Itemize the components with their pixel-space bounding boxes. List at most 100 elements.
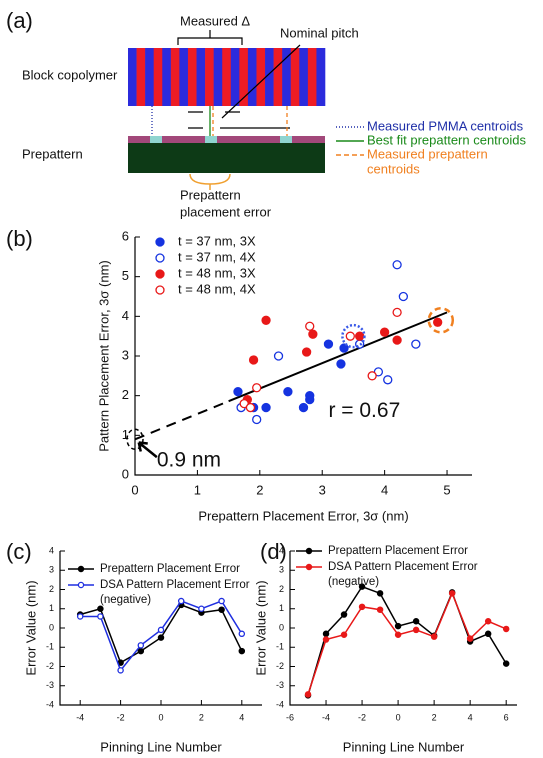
data-point [502, 625, 510, 633]
stripe [282, 48, 292, 106]
y-tick-label: 1 [122, 427, 129, 442]
x-tick-label: -2 [358, 712, 366, 722]
annotation: Prepattern [180, 187, 241, 202]
y-axis-label: Pattern Placement Error, 3σ (nm) [96, 260, 111, 452]
stripe [239, 48, 249, 106]
centroid-lines [151, 106, 288, 136]
y-tick-label: -2 [46, 661, 54, 671]
x-tick-label: 3 [319, 482, 326, 497]
x-tick-label: 0 [158, 712, 163, 722]
stripe [187, 48, 197, 106]
y-tick-label: 5 [122, 268, 129, 283]
stripe [290, 48, 300, 106]
legend-marker [155, 253, 165, 263]
data-point [97, 613, 104, 620]
y-tick-label: -4 [46, 699, 54, 709]
legend-marker [155, 285, 165, 295]
legend-label: Measured PMMA centroids [367, 118, 524, 133]
panel-label: (d) [260, 539, 287, 564]
x-tick-label: 0 [396, 712, 401, 722]
x-tick-label: -4 [76, 712, 84, 722]
legend-marker [305, 547, 313, 555]
block-copolymer [128, 48, 326, 106]
data-point [137, 647, 145, 655]
stripe [136, 48, 146, 106]
y-tick-label: 1 [49, 603, 54, 613]
legend-marker [77, 581, 85, 589]
layer-label: Block copolymer [22, 67, 118, 82]
data-point [379, 327, 390, 337]
data-point [383, 375, 393, 385]
stripe [213, 48, 223, 106]
panel-label: (b) [6, 226, 33, 251]
data-point [433, 317, 443, 327]
data-point [283, 387, 293, 397]
data-point [298, 402, 309, 413]
stripe [273, 48, 283, 106]
y-tick-label: -1 [46, 642, 54, 652]
stripe [162, 48, 172, 106]
data-point [394, 622, 402, 630]
substrate [128, 143, 325, 173]
stripe [145, 48, 154, 106]
data-point [412, 626, 420, 634]
prepattern-top [128, 136, 325, 143]
y-tick-label: -3 [276, 680, 284, 690]
legend-marker [305, 563, 313, 571]
y-tick-label: -1 [276, 642, 284, 652]
legend-label: t = 37 nm, 4X [178, 249, 256, 264]
y-tick-label: 4 [122, 308, 129, 323]
data-point [411, 339, 421, 349]
axis [289, 551, 517, 706]
y-axis-label: Error Value (nm) [253, 580, 268, 675]
pinning-stripe [150, 136, 162, 143]
y-tick-label: 4 [49, 545, 54, 555]
x-tick-label: 2 [256, 482, 263, 497]
data-point [336, 359, 346, 369]
legend-label: Best fit prepattern centroids [367, 132, 526, 147]
stripe [196, 48, 206, 106]
layer-label: Prepattern [22, 146, 83, 161]
annotation: placement error [180, 204, 272, 219]
data-point [117, 667, 124, 674]
legend-marker [155, 269, 165, 279]
y-tick-label: 0 [122, 466, 129, 481]
annotation: Nominal pitch [280, 25, 359, 40]
y-tick-label: 4 [279, 545, 284, 555]
y-tick-label: 1 [279, 603, 284, 613]
legend-label: Measured prepattern [367, 146, 488, 161]
data-point [238, 630, 246, 638]
bracket [189, 173, 231, 190]
y-tick-label: 3 [122, 347, 129, 362]
x-tick-label: 4 [381, 482, 388, 497]
data-point [248, 355, 259, 365]
stripe [179, 48, 189, 106]
data-point [261, 315, 271, 325]
arrow [137, 441, 158, 459]
legend-marker [155, 237, 165, 247]
x-axis-label: Pinning Line Number [343, 739, 465, 754]
y-tick-label: 0 [49, 622, 54, 632]
x-tick-label: 2 [432, 712, 437, 722]
annotation: Measured Δ [180, 13, 250, 28]
data-point [398, 291, 409, 302]
panel-label: (a) [6, 8, 33, 33]
x-axis-label: Pinning Line Number [100, 739, 222, 754]
data-point [392, 260, 402, 270]
x-tick-label: 4 [468, 712, 473, 722]
y-tick-label: -2 [276, 661, 284, 671]
data-point [322, 636, 330, 643]
fit-line [228, 311, 448, 403]
data-point [304, 691, 312, 698]
x-tick-label: 4 [239, 712, 244, 722]
data-point [157, 634, 165, 641]
annotation: 0.9 nm [157, 449, 221, 472]
y-tick-label: 2 [122, 387, 129, 402]
bracket [177, 30, 243, 45]
series-line [307, 585, 507, 696]
data-point [322, 630, 330, 638]
data-point [76, 613, 84, 620]
data-point [355, 331, 365, 341]
data-point [218, 597, 225, 605]
